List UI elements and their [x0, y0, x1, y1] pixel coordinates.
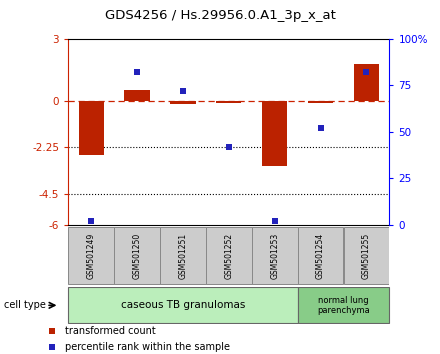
- Bar: [170, 101, 195, 104]
- Text: GDS4256 / Hs.29956.0.A1_3p_x_at: GDS4256 / Hs.29956.0.A1_3p_x_at: [105, 9, 335, 22]
- Text: GSM501250: GSM501250: [132, 233, 142, 279]
- Bar: [297, 287, 389, 323]
- Text: GSM501249: GSM501249: [87, 233, 95, 279]
- Bar: [216, 101, 242, 103]
- Bar: [298, 227, 344, 284]
- Text: transformed count: transformed count: [65, 326, 156, 336]
- Text: percentile rank within the sample: percentile rank within the sample: [65, 342, 230, 352]
- Text: GSM501253: GSM501253: [270, 233, 279, 279]
- Bar: [68, 227, 114, 284]
- Text: cell type: cell type: [4, 300, 46, 310]
- Bar: [344, 227, 389, 284]
- Bar: [354, 64, 379, 101]
- Bar: [68, 287, 297, 323]
- Bar: [262, 101, 287, 166]
- Bar: [78, 101, 104, 155]
- Bar: [114, 227, 160, 284]
- Text: normal lung
parenchyma: normal lung parenchyma: [317, 296, 370, 315]
- Bar: [125, 90, 150, 101]
- Text: caseous TB granulomas: caseous TB granulomas: [121, 300, 245, 310]
- Text: GSM501255: GSM501255: [362, 233, 371, 279]
- Text: GSM501254: GSM501254: [316, 233, 325, 279]
- Bar: [160, 227, 206, 284]
- Bar: [206, 227, 252, 284]
- Text: GSM501251: GSM501251: [178, 233, 187, 279]
- Bar: [252, 227, 297, 284]
- Bar: [308, 101, 333, 103]
- Text: GSM501252: GSM501252: [224, 233, 233, 279]
